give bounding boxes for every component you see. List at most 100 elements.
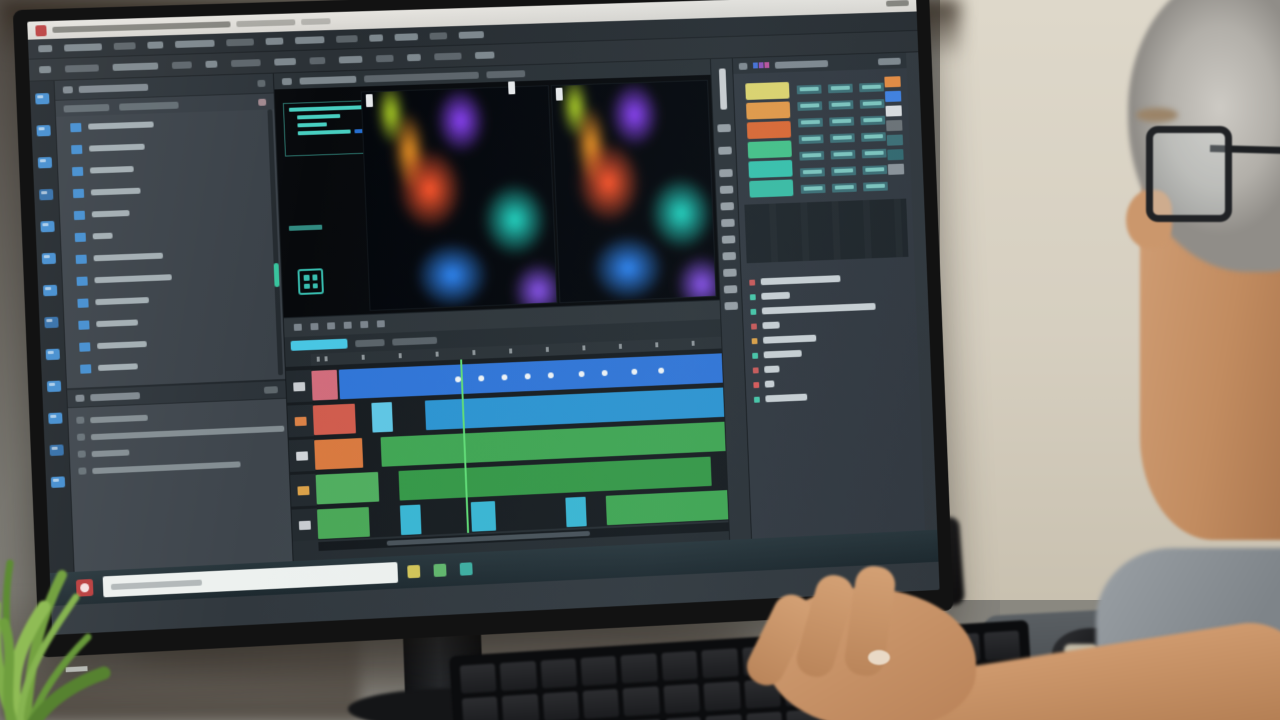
- strip-button[interactable]: [719, 168, 733, 178]
- side-chip[interactable]: [885, 105, 902, 117]
- toolbar-control[interactable]: [38, 65, 52, 74]
- media-bin-icon[interactable]: [45, 348, 60, 361]
- keyboard-key[interactable]: [502, 693, 540, 720]
- strip-button[interactable]: [718, 146, 732, 155]
- media-bin-icon[interactable]: [41, 252, 57, 265]
- strip-button[interactable]: [721, 235, 736, 244]
- timeline-clip[interactable]: [312, 403, 356, 436]
- frame-handle[interactable]: [555, 87, 563, 101]
- keyboard-key[interactable]: [701, 648, 739, 679]
- media-bin-icon[interactable]: [50, 476, 66, 488]
- strip-button[interactable]: [720, 202, 735, 211]
- track-header[interactable]: [285, 369, 314, 403]
- keyboard-key[interactable]: [745, 711, 783, 720]
- keyboard-key[interactable]: [582, 688, 620, 719]
- transport-control[interactable]: [376, 320, 385, 328]
- toolbar-control[interactable]: [274, 57, 297, 66]
- strip-scrollbar[interactable]: [718, 68, 727, 110]
- transport-control[interactable]: [360, 320, 369, 329]
- menu-item[interactable]: [38, 44, 53, 53]
- media-bin-icon[interactable]: [36, 124, 51, 137]
- side-chip[interactable]: [887, 149, 904, 161]
- grid-icon[interactable]: [297, 268, 324, 296]
- media-bin-icon[interactable]: [39, 188, 54, 201]
- keyboard-key[interactable]: [663, 683, 701, 714]
- keyboard-key[interactable]: [620, 653, 658, 684]
- toolbar-control[interactable]: [171, 61, 192, 69]
- side-chip[interactable]: [886, 119, 903, 132]
- keyboard-key[interactable]: [461, 696, 499, 720]
- toolbar-control[interactable]: [434, 52, 462, 61]
- strip-button[interactable]: [722, 251, 737, 261]
- media-bin-icon[interactable]: [42, 284, 58, 297]
- color-swatch[interactable]: [749, 179, 794, 198]
- toolbar-control[interactable]: [338, 55, 363, 64]
- side-chip[interactable]: [886, 134, 904, 146]
- keyboard-key[interactable]: [983, 630, 1021, 661]
- toolbar-control[interactable]: [205, 60, 218, 68]
- menu-item[interactable]: [147, 41, 164, 49]
- strip-button[interactable]: [721, 218, 735, 228]
- timeline-clip[interactable]: [311, 369, 338, 401]
- transport-control[interactable]: [310, 322, 319, 331]
- tray-icon[interactable]: [433, 563, 447, 578]
- media-bin-icon[interactable]: [49, 444, 64, 457]
- toolbar-control[interactable]: [64, 64, 99, 73]
- menu-item[interactable]: [64, 43, 103, 52]
- toolbar-control[interactable]: [112, 62, 159, 71]
- color-swatch[interactable]: [747, 140, 792, 159]
- timeline-clip[interactable]: [605, 490, 730, 526]
- timeline-clip[interactable]: [370, 402, 393, 433]
- color-swatch[interactable]: [745, 101, 791, 120]
- media-bin-icon[interactable]: [44, 316, 59, 329]
- timeline-clip[interactable]: [564, 496, 587, 528]
- keyboard-key[interactable]: [459, 663, 497, 694]
- menu-item[interactable]: [294, 36, 325, 45]
- timeline-clip[interactable]: [470, 501, 497, 532]
- tray-icon[interactable]: [407, 564, 421, 579]
- menu-item[interactable]: [458, 31, 485, 39]
- strip-button[interactable]: [724, 301, 739, 311]
- menu-item[interactable]: [113, 42, 136, 50]
- keyboard-key[interactable]: [665, 716, 703, 720]
- keyboard-key[interactable]: [661, 650, 699, 681]
- menu-item[interactable]: [369, 34, 384, 42]
- track-header[interactable]: [290, 473, 318, 507]
- side-chip[interactable]: [887, 163, 905, 175]
- media-bin-icon[interactable]: [46, 380, 62, 393]
- keyboard-key[interactable]: [622, 686, 660, 717]
- toolbar-control[interactable]: [474, 51, 495, 60]
- menu-item[interactable]: [429, 32, 448, 40]
- keyboard-key[interactable]: [580, 655, 618, 687]
- menu-item[interactable]: [174, 39, 215, 48]
- timeline-clip[interactable]: [316, 506, 371, 540]
- track-header-chip[interactable]: [293, 381, 306, 391]
- color-swatch[interactable]: [745, 81, 790, 101]
- keyboard-key[interactable]: [705, 714, 743, 720]
- media-bin-icon[interactable]: [35, 93, 50, 105]
- toolbar-control[interactable]: [309, 57, 326, 65]
- toolbar-control[interactable]: [230, 59, 261, 68]
- keyboard-key[interactable]: [499, 660, 538, 692]
- timeline-clip[interactable]: [400, 504, 422, 536]
- timeline-clip[interactable]: [314, 437, 364, 470]
- color-swatch[interactable]: [746, 120, 792, 140]
- scroll-thumb[interactable]: [273, 263, 280, 288]
- window-controls[interactable]: [886, 0, 909, 7]
- transport-control[interactable]: [327, 322, 336, 330]
- strip-button[interactable]: [719, 185, 734, 194]
- track-header-chip[interactable]: [296, 450, 309, 461]
- keyboard-key[interactable]: [540, 658, 578, 689]
- video-frame-left[interactable]: [360, 85, 558, 311]
- track-header-chip[interactable]: [297, 485, 310, 495]
- strip-button[interactable]: [723, 268, 737, 277]
- track-header[interactable]: [291, 508, 320, 542]
- track-header-chip[interactable]: [298, 520, 311, 530]
- marker-handle[interactable]: [508, 81, 516, 95]
- keyboard-key[interactable]: [703, 681, 741, 712]
- toolbar-control[interactable]: [406, 53, 421, 62]
- menu-item[interactable]: [226, 38, 254, 47]
- menu-item[interactable]: [335, 35, 358, 43]
- track-header-chip[interactable]: [294, 416, 307, 426]
- transport-control[interactable]: [343, 321, 352, 329]
